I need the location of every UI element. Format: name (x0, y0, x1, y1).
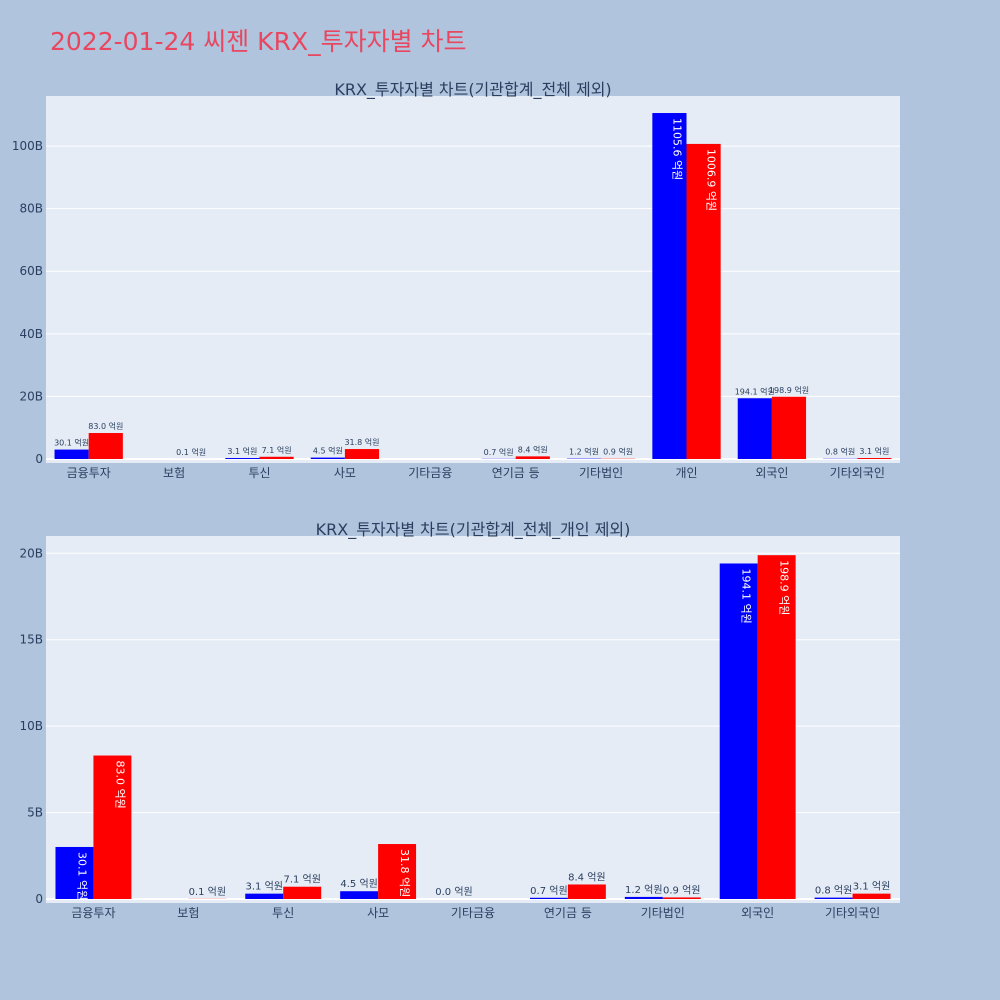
x-tick-label: 연기금 등 (544, 906, 592, 920)
data-label: 31.8 억원 (398, 849, 411, 897)
x-tick-label: 기타법인 (641, 906, 685, 920)
bar (624, 896, 663, 899)
x-tick-label: 투신 (272, 906, 294, 920)
bar (719, 563, 758, 899)
bar (93, 755, 132, 899)
data-label: 7.1 억원 (262, 445, 292, 455)
x-tick-label: 기타법인 (579, 466, 623, 480)
data-label: 0.0 억원 (435, 886, 472, 898)
y-tick-label: 20B (19, 389, 43, 403)
bar (310, 457, 345, 459)
data-label: 0.9 억원 (663, 884, 700, 896)
bar (245, 893, 284, 899)
y-tick-label: 10B (19, 719, 43, 733)
data-label: 3.1 억원 (853, 881, 890, 893)
data-label: 83.0 억원 (88, 421, 123, 431)
bar (857, 458, 892, 459)
data-label: 4.5 억원 (313, 446, 343, 456)
bar (283, 886, 322, 899)
bar (54, 449, 89, 459)
data-label: 194.1 억원 (735, 386, 775, 396)
y-tick-label: 5B (27, 806, 43, 820)
data-label: 30.1 억원 (75, 852, 88, 900)
data-label: 3.1 억원 (246, 881, 283, 893)
data-label: 0.1 억원 (176, 447, 206, 457)
data-label: 7.1 억원 (283, 874, 320, 886)
data-label: 198.9 억원 (778, 560, 791, 615)
y-tick-label: 60B (19, 264, 43, 278)
bar (662, 897, 701, 899)
data-label: 0.9 억원 (603, 447, 633, 457)
subplot-title: KRX_투자자별 차트(기관합계_전체 제외) (334, 80, 611, 100)
x-tick-label: 사모 (334, 466, 356, 480)
data-label: 1105.6 억원 (670, 118, 683, 180)
bar (88, 433, 123, 459)
bar (757, 555, 796, 899)
x-tick-label: 기타외국인 (825, 906, 880, 920)
data-label: 8.4 억원 (518, 444, 548, 454)
y-tick-label: 40B (19, 327, 43, 341)
x-tick-label: 사모 (367, 906, 389, 920)
bar (567, 884, 606, 899)
data-label: 198.9 억원 (769, 385, 809, 395)
data-label: 83.0 억원 (113, 761, 126, 809)
bar (515, 456, 550, 459)
data-label: 1.2 억원 (569, 447, 599, 457)
data-label: 3.1 억원 (859, 446, 889, 456)
bar (737, 398, 772, 459)
data-label: 4.5 억원 (340, 878, 377, 890)
data-label: 1006.9 억원 (705, 149, 718, 211)
x-tick-label: 연기금 등 (492, 466, 540, 480)
y-tick-label: 0 (35, 452, 43, 466)
bar (686, 143, 721, 460)
chart-1: 0 20B 40B 60B 80B 100B KRX_투자자별 차트(기관합계_전체 제외)… (12, 80, 900, 480)
bar (529, 897, 568, 899)
x-tick-label: 외국인 (755, 466, 788, 480)
bar (378, 844, 417, 899)
y-tick-label: 20B (19, 546, 43, 560)
x-tick-label: 기타금융 (408, 466, 452, 480)
x-tick-label: 기타외국인 (830, 466, 885, 480)
data-label: 0.7 억원 (530, 885, 567, 897)
data-label: 0.1 억원 (189, 886, 226, 898)
bar (852, 893, 891, 899)
data-label: 1.2 억원 (625, 884, 662, 896)
bar (771, 396, 807, 459)
x-tick-label: 금융투자 (71, 906, 115, 920)
data-label: 3.1 억원 (227, 446, 257, 456)
data-label: 31.8 억원 (344, 437, 379, 447)
x-tick-label: 금융투자 (67, 466, 111, 480)
bar (814, 897, 853, 899)
subplot-title: KRX_투자자별 차트(기관합계_전체_개인 제외) (316, 520, 631, 540)
page-title: 2022-01-24 씨젠 KRX_투자자별 차트 (50, 27, 467, 56)
bar (55, 846, 94, 899)
y-tick-label: 100B (12, 139, 43, 153)
y-tick-label: 15B (19, 633, 43, 647)
x-tick-label: 개인 (675, 466, 697, 480)
x-tick-label: 외국인 (741, 906, 774, 920)
data-label: 0.8 억원 (815, 885, 852, 897)
bar (225, 458, 260, 459)
x-tick-label: 보험 (163, 466, 185, 480)
bar (652, 113, 687, 460)
data-label: 8.4 억원 (568, 871, 605, 883)
chart-2: 0 5B 10B 15B 20B KRX_투자자별 차트(기관합계_전체_개인 제외) 금융… (19, 520, 900, 920)
x-tick-label: 보험 (177, 906, 199, 920)
bar (340, 891, 379, 899)
data-label: 0.7 억원 (484, 447, 514, 457)
bar (259, 456, 294, 459)
x-tick-label: 투신 (248, 466, 270, 480)
data-label: 194.1 억원 (740, 568, 753, 623)
y-tick-label: 0 (35, 892, 43, 906)
data-label: 30.1 억원 (54, 438, 89, 448)
data-label: 0.8 억원 (825, 447, 855, 457)
bar (344, 449, 380, 459)
y-tick-label: 80B (19, 202, 43, 216)
x-tick-label: 기타금융 (451, 906, 495, 920)
